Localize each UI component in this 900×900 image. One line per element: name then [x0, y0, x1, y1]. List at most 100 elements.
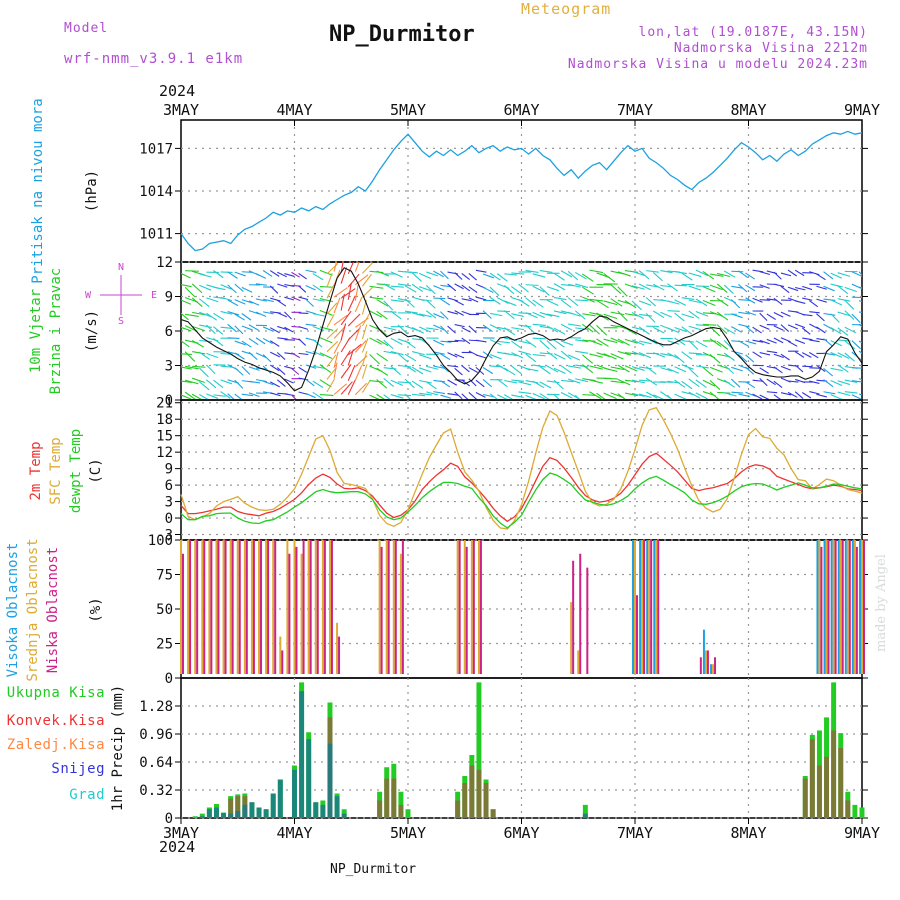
wind-barb: [284, 393, 295, 397]
wind-barb: [589, 269, 604, 274]
wind-barb: [738, 284, 748, 293]
wind-barb: [553, 394, 561, 400]
wind-barb: [794, 323, 806, 329]
wind-barb: [780, 365, 791, 371]
wind-unit-text: (m/s): [84, 310, 100, 352]
wind-barb: [298, 285, 307, 293]
wind-barb: [610, 366, 625, 371]
wind-barb: [787, 324, 798, 330]
wind-barb: [816, 298, 827, 303]
y-tick-label: 25: [156, 637, 173, 653]
wind-barb: [667, 340, 680, 345]
wind-barb: [241, 340, 252, 348]
wind-barb: [553, 296, 567, 301]
wind-barb: [305, 364, 317, 369]
wind-barb: [383, 394, 392, 400]
wind-barb: [652, 310, 665, 319]
wind-barb: [695, 340, 708, 348]
wind-barb: [674, 312, 685, 322]
wind-barb: [496, 378, 508, 388]
wind-barb: [234, 340, 246, 346]
wind-barb: [858, 364, 862, 367]
wind-barb: [199, 284, 212, 291]
wind-barb: [411, 366, 424, 375]
wind-barb: [596, 392, 607, 400]
precip-conv-bar: [228, 798, 234, 818]
wind-barb: [596, 299, 609, 309]
wind-barb: [489, 393, 500, 400]
wind-barb: [411, 380, 424, 389]
wind-barb: [667, 367, 680, 374]
dir-north: N: [118, 262, 124, 273]
precip-unit: 1hr Precip (mm): [110, 685, 126, 811]
temp-ylabel-0: 2m Temp: [28, 441, 44, 500]
wind-barb: [532, 285, 545, 293]
wind-barb: [575, 299, 589, 302]
wind-barb: [851, 283, 862, 290]
wind-barb: [702, 286, 716, 293]
wind-barb: [582, 296, 595, 303]
wind-barb: [404, 285, 417, 293]
wind-barb: [511, 272, 525, 275]
precip-snow-bar: [228, 813, 234, 818]
wind-barb: [482, 324, 493, 332]
wind-barb: [745, 284, 756, 292]
wind-barb: [759, 324, 770, 330]
precip-snow-bar: [270, 793, 276, 818]
wind-barb: [858, 271, 862, 276]
wind-barb: [191, 283, 203, 294]
wind-barb: [241, 313, 252, 321]
precip-conv-bar: [462, 783, 468, 818]
wind-barb: [674, 284, 688, 287]
dir-south: S: [118, 316, 124, 327]
dir-west: W: [85, 290, 92, 301]
cloud-unit: (%): [88, 597, 104, 622]
wind-barb: [830, 367, 843, 372]
wind-barb: [709, 391, 721, 400]
wind-barb: [730, 378, 741, 388]
wind-barb: [596, 338, 609, 347]
y-tick-label: -3: [156, 528, 173, 544]
wind-barb: [511, 379, 525, 382]
wind-barb: [198, 298, 210, 308]
wind-barb: [205, 364, 216, 375]
wind-barb: [181, 340, 190, 348]
wind-barb: [851, 340, 861, 350]
wind-barb: [199, 311, 212, 318]
wind-barb: [419, 298, 432, 302]
wind-barb: [518, 381, 532, 386]
wind-barb: [738, 393, 750, 398]
wind-barb: [454, 310, 464, 316]
wind-barb: [234, 352, 245, 360]
wind-barb: [181, 272, 191, 279]
wind-barb: [454, 391, 463, 400]
wind-barb: [560, 323, 573, 331]
wind-barb: [518, 324, 532, 328]
wind-barb: [723, 284, 734, 295]
wind-barb: [284, 378, 294, 384]
wind-barb: [631, 270, 645, 276]
precip-conv-bar: [455, 800, 461, 818]
wind-barb: [326, 302, 338, 315]
wind-barb: [383, 326, 397, 331]
wind-barb: [759, 271, 770, 275]
wind-barb: [695, 311, 709, 317]
wind-barb: [582, 339, 596, 342]
wind-barb: [709, 354, 721, 364]
wind-barb: [617, 378, 631, 386]
wind-barb: [610, 337, 624, 344]
precip-snow-bar: [199, 816, 205, 818]
wind-barb: [702, 299, 716, 307]
cloud-unit-text: (%): [88, 597, 104, 622]
wind-barb: [823, 298, 836, 301]
wind-barb: [844, 310, 855, 320]
wind-barb: [291, 394, 298, 400]
wind-barb: [475, 354, 487, 359]
wind-barb: [646, 284, 659, 288]
wind-barb: [461, 284, 471, 292]
wind-barb: [823, 338, 834, 347]
wind-barb: [716, 272, 731, 278]
wind-barb: [354, 382, 367, 396]
wind-barb: [404, 340, 416, 349]
wind-barb: [248, 351, 258, 361]
